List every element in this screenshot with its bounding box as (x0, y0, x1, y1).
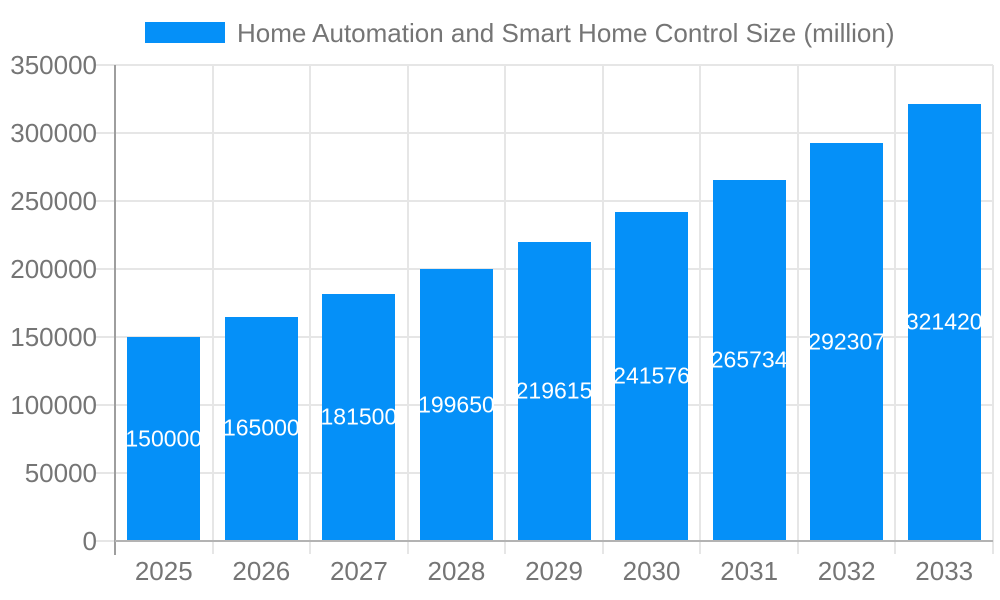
y-tick-label: 100000 (10, 390, 97, 420)
x-tick-mark (992, 541, 994, 554)
legend-label: Home Automation and Smart Home Control S… (237, 18, 895, 48)
x-tick-label: 2028 (427, 556, 486, 586)
bar-2030: 241576 (613, 212, 690, 540)
bar-2026: 165000 (222, 316, 300, 540)
x-tick-label: 2029 (525, 556, 583, 586)
bar-value-label: 265734 (710, 346, 788, 373)
y-axis-line (114, 65, 116, 555)
legend-swatch (145, 22, 225, 43)
x-tick-label: 2033 (915, 556, 974, 586)
x-gridline (699, 65, 702, 541)
y-tick-label: 0 (82, 526, 97, 556)
bar-2031: 265734 (710, 179, 788, 540)
y-tick-mark (95, 132, 115, 134)
y-tick-label: 50000 (24, 458, 97, 488)
bar-value-label: 219615 (515, 377, 593, 404)
x-tick-label: 2031 (720, 556, 779, 586)
x-axis-line (115, 540, 993, 542)
x-tick-mark (406, 541, 409, 554)
x-gridline (796, 65, 799, 541)
x-gridline (309, 65, 312, 541)
bar-2025: 150000 (125, 337, 203, 540)
y-tick-label: 200000 (10, 254, 97, 284)
y-tick-label: 150000 (10, 322, 97, 352)
x-tick-label: 2025 (134, 556, 193, 586)
x-gridline (894, 65, 897, 541)
y-tick-mark (95, 540, 115, 542)
bar-2028: 199650 (418, 269, 495, 540)
x-gridline (406, 65, 409, 541)
x-gridline (211, 65, 214, 541)
x-tick-mark (894, 541, 897, 554)
y-gridline (115, 64, 993, 66)
x-tick-mark (699, 541, 702, 554)
bar-2027: 181500 (320, 294, 398, 540)
y-tick-mark (95, 64, 115, 66)
x-tick-mark (796, 541, 799, 554)
bar-value-label: 292307 (808, 328, 886, 355)
x-tick-label: 2027 (329, 556, 388, 586)
bar-2032: 292307 (808, 143, 886, 540)
bar-value-label: 241576 (613, 362, 690, 389)
bar-value-label: 150000 (125, 425, 203, 451)
x-tick-label: 2030 (622, 556, 681, 586)
y-tick-mark (95, 472, 115, 474)
y-tick-mark (95, 268, 115, 270)
x-tick-label: 2026 (232, 556, 291, 586)
bar-value-label: 165000 (222, 414, 300, 441)
y-tick-mark (95, 200, 115, 202)
x-tick-mark (504, 541, 507, 554)
y-tick-label: 300000 (10, 118, 97, 148)
x-gridline (601, 65, 604, 541)
x-tick-mark (601, 541, 604, 554)
bar-2033: 321420 (905, 103, 983, 540)
x-tick-label: 2032 (817, 556, 876, 586)
x-gridline (504, 65, 507, 541)
bar-2029: 219615 (515, 242, 593, 540)
bar-value-label: 181500 (320, 403, 398, 430)
bar-value-label: 199650 (418, 391, 495, 418)
bar-value-label: 321420 (905, 308, 983, 335)
y-gridline (115, 132, 993, 134)
y-tick-label: 350000 (10, 50, 97, 80)
x-tick-mark (211, 541, 214, 554)
y-gridline (115, 200, 993, 202)
y-tick-label: 250000 (10, 186, 97, 216)
y-tick-mark (95, 336, 115, 338)
y-tick-mark (95, 404, 115, 406)
x-gridline (992, 65, 994, 541)
x-tick-mark (309, 541, 312, 554)
